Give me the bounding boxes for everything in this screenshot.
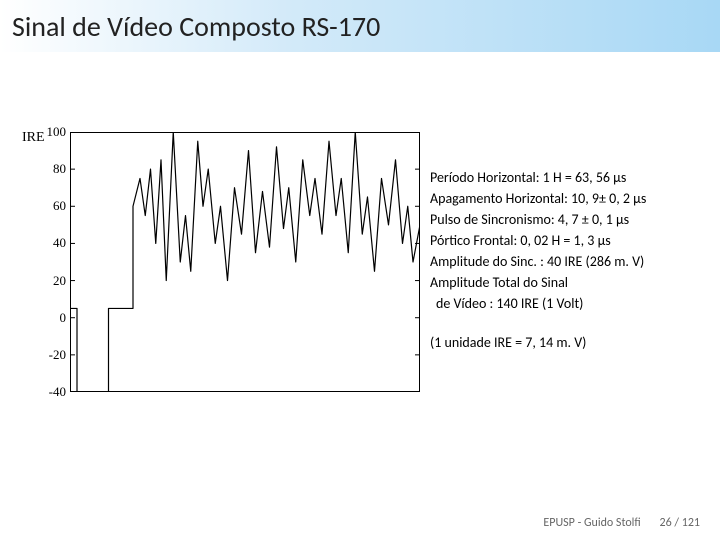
y-tick-label: 0 <box>38 310 66 326</box>
title-bar: Sinal de Vídeo Composto RS-170 <box>0 0 720 52</box>
y-tick-label: 60 <box>38 198 66 214</box>
footer-author: EPUSP - Guido Stolfi <box>543 516 640 530</box>
y-tick-label: 20 <box>38 273 66 289</box>
footer: EPUSP - Guido Stolfi 26 / 121 <box>543 516 700 530</box>
chart-area: 100806040200-20-40 <box>20 132 420 412</box>
y-tick-label: 40 <box>38 235 66 251</box>
footer-page: 26 / 121 <box>660 516 700 530</box>
info-line-1: Período Horizontal: 1 H = 63, 56 μs <box>430 167 710 188</box>
info-box: Período Horizontal: 1 H = 63, 56 μs Apag… <box>430 167 710 353</box>
info-line-2: Apagamento Horizontal: 10, 9± 0, 2 μs <box>430 188 710 209</box>
info-footnote: (1 unidade IRE = 7, 14 m. V) <box>430 332 710 353</box>
page-title: Sinal de Vídeo Composto RS-170 <box>12 9 380 44</box>
info-line-4: Pórtico Frontal: 0, 02 H = 1, 3 μs <box>430 230 710 251</box>
y-tick-label: -40 <box>38 384 66 400</box>
y-tick-label: -20 <box>38 347 66 363</box>
y-tick-label: 80 <box>38 161 66 177</box>
info-line-3: Pulso de Sincronismo: 4, 7 ± 0, 1 μs <box>430 209 710 230</box>
info-line-6: Amplitude Total do Sinal <box>430 272 710 293</box>
info-line-5: Amplitude do Sinc. : 40 IRE (286 m. V) <box>430 251 710 272</box>
waveform-plot <box>70 132 420 392</box>
content-area: IRE 100806040200-20-40 Período Horizonta… <box>0 52 720 540</box>
y-tick-label: 100 <box>38 124 66 140</box>
info-line-7: de Vídeo : 140 IRE (1 Volt) <box>430 293 710 314</box>
